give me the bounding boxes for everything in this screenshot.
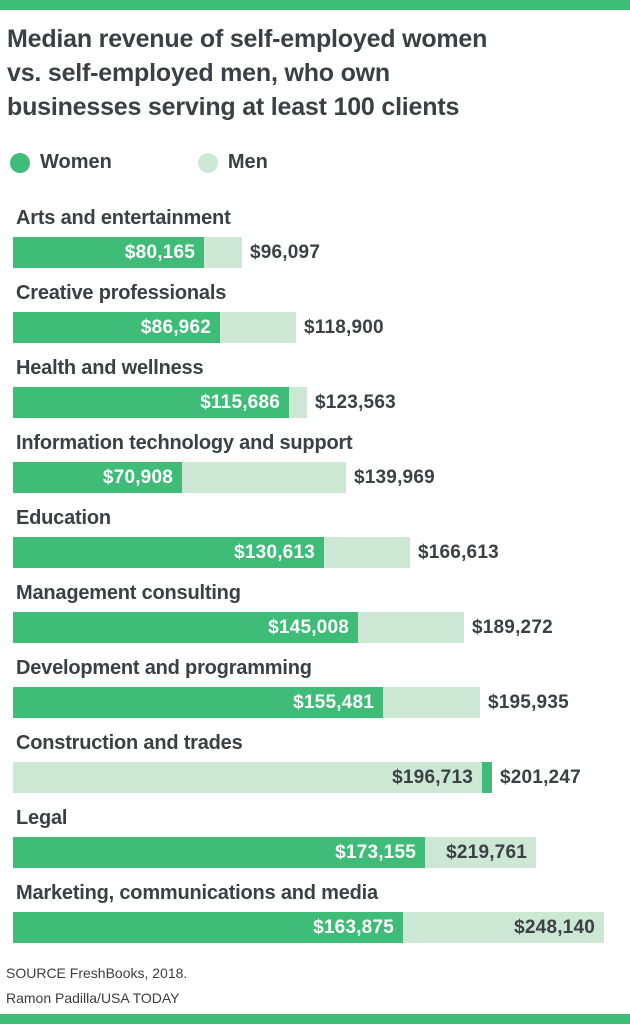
legend-item-men: Men: [197, 151, 268, 174]
men-bar-segment: $248,140: [403, 912, 604, 943]
men-value-label: $118,900: [304, 316, 384, 338]
women-bar-segment: [482, 762, 492, 793]
bar-track: $115,686 $123,563: [13, 387, 630, 418]
legend-dot-men: [197, 152, 218, 173]
credit-line: Ramon Padilla/USA TODAY: [6, 990, 180, 1006]
men-value-label: $219,761: [446, 841, 527, 863]
women-bar-segment: $86,962: [13, 312, 220, 343]
women-bar-segment: $155,481: [13, 687, 383, 718]
men-bar-segment: [182, 462, 346, 493]
men-bar-segment: [358, 612, 464, 643]
bar-chart: Arts and entertainment $80,165 $96,097 Crea…: [13, 207, 630, 943]
bar-track: $86,962 $118,900: [13, 312, 630, 343]
women-value-label: $86,962: [140, 316, 211, 338]
women-value-label: $155,481: [293, 691, 374, 713]
bar-track: $196,713 $201,247: [13, 762, 630, 793]
category-label: Legal: [16, 807, 68, 829]
bar-track: $80,165 $96,097: [13, 237, 630, 268]
legend-label-men: Men: [227, 151, 268, 173]
men-value-label: $195,935: [488, 691, 569, 713]
bar-track: $163,875 $248,140: [13, 912, 630, 943]
women-value-label: $173,155: [335, 841, 416, 863]
category-row: Development and programming $155,481 $195,…: [13, 657, 630, 718]
women-value-label: $130,613: [234, 541, 315, 563]
women-bar-segment: $163,875: [13, 912, 403, 943]
legend: Women Men: [10, 151, 630, 174]
legend-dot-women: [10, 152, 30, 173]
men-bar-segment: [204, 237, 242, 268]
men-value-label: $189,272: [472, 616, 553, 638]
bar-track: $70,908 $139,969: [13, 462, 630, 493]
women-bar-segment: $70,908: [13, 462, 182, 493]
men-bar-segment: [324, 537, 410, 568]
women-bar-segment: $145,008: [13, 612, 358, 643]
top-accent-bar: [0, 0, 630, 10]
women-bar-segment: $115,686: [13, 387, 289, 418]
men-bar-segment: $219,761: [425, 837, 536, 868]
category-row: Marketing, communications and media $163,…: [13, 882, 630, 943]
bar-track: $130,613 $166,613: [13, 537, 630, 568]
category-row: Management consulting $145,008 $189,272: [13, 582, 630, 643]
men-value-label: $166,613: [418, 541, 499, 563]
category-label: Construction and trades: [16, 732, 243, 754]
men-bar-segment: [289, 387, 307, 418]
women-value-label: $70,908: [102, 466, 173, 488]
category-row: Legal $173,155 $219,761: [13, 807, 630, 868]
women-value-label: $80,165: [124, 241, 195, 263]
category-label: Health and wellness: [16, 357, 204, 379]
men-value-label: $123,563: [315, 391, 396, 413]
category-label: Creative professionals: [16, 282, 227, 304]
men-bar-segment: [383, 687, 480, 718]
category-row: Information technology and support $70,90…: [13, 432, 630, 493]
women-bar-segment: $80,165: [13, 237, 204, 268]
category-row: Creative professionals $86,962 $118,900: [13, 282, 630, 343]
men-value-label: $196,713: [392, 766, 473, 788]
men-value-label: $96,097: [250, 241, 321, 263]
category-row: Health and wellness $115,686 $123,563: [13, 357, 630, 418]
chart-title: Median revenue of self-employed women vs…: [7, 25, 488, 121]
men-bar-segment: [220, 312, 296, 343]
category-row: Education $130,613 $166,613: [13, 507, 630, 568]
bottom-accent-bar: [0, 1014, 630, 1024]
category-label: Marketing, communications and media: [16, 882, 378, 904]
category-label: Development and programming: [16, 657, 312, 679]
category-row: Arts and entertainment $80,165 $96,097: [13, 207, 630, 268]
category-label: Information technology and support: [16, 432, 353, 454]
women-value-label: $201,247: [500, 766, 581, 788]
category-label: Arts and entertainment: [16, 207, 231, 229]
category-row: Construction and trades $196,713 $201,247: [13, 732, 630, 793]
women-bar-segment: $130,613: [13, 537, 324, 568]
legend-item-women: Women: [10, 151, 112, 174]
bar-track: $145,008 $189,272: [13, 612, 630, 643]
category-label: Education: [16, 507, 111, 529]
source-line: SOURCE FreshBooks, 2018.: [6, 965, 188, 981]
legend-label-women: Women: [40, 151, 112, 173]
men-value-label: $139,969: [354, 466, 435, 488]
category-label: Management consulting: [16, 582, 241, 604]
women-value-label: $163,875: [313, 916, 394, 938]
bar-track: $173,155 $219,761: [13, 837, 630, 868]
women-value-label: $145,008: [268, 616, 349, 638]
men-value-label: $248,140: [514, 916, 595, 938]
women-value-label: $115,686: [200, 391, 280, 413]
bar-track: $155,481 $195,935: [13, 687, 630, 718]
women-bar-segment: $173,155: [13, 837, 425, 868]
men-bar-segment: $196,713: [13, 762, 482, 793]
footer: SOURCE FreshBooks, 2018. Ramon Padilla/U…: [6, 961, 630, 1011]
